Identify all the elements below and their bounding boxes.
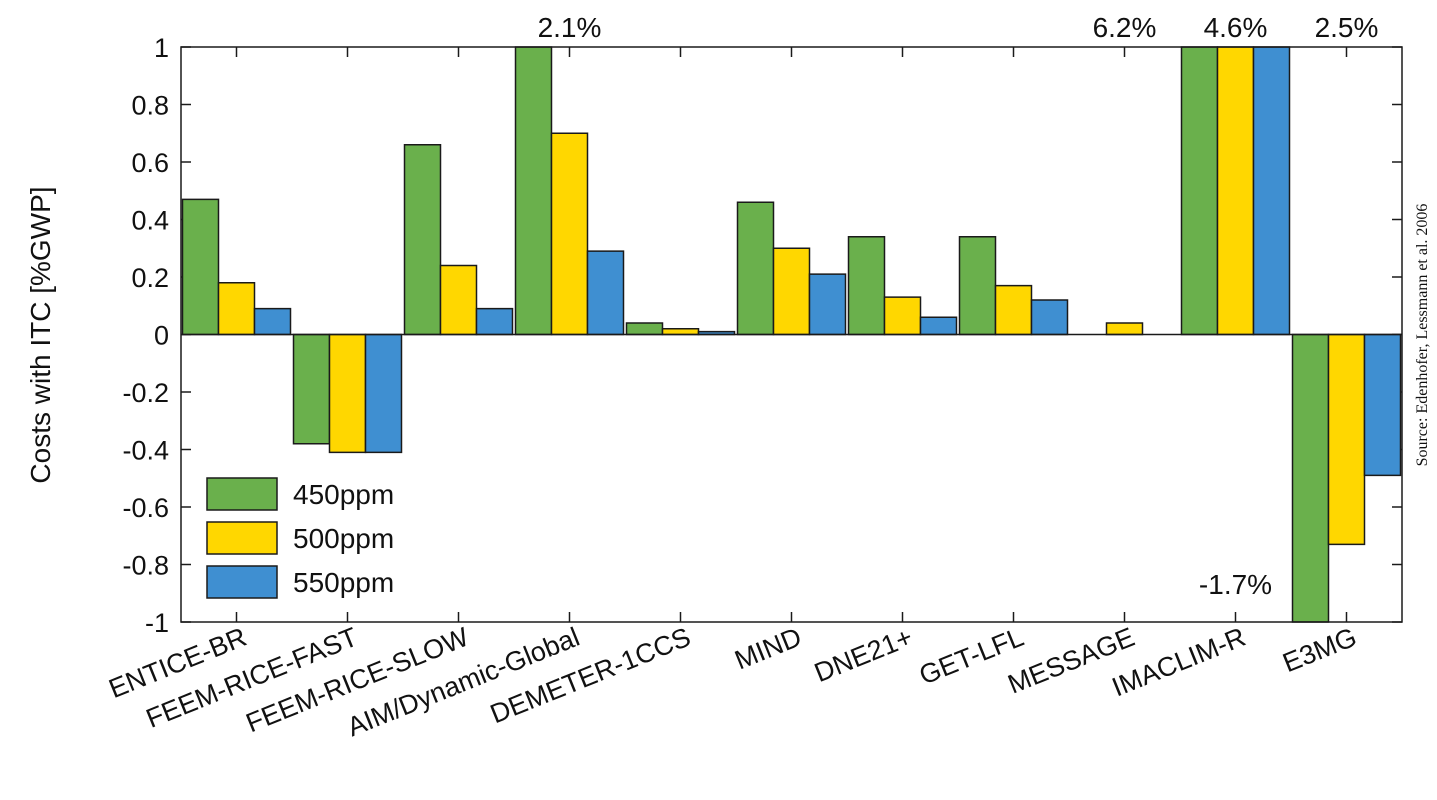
y-tick-label: 0.6 xyxy=(131,148,169,178)
value-annotation: 2.5% xyxy=(1315,12,1379,43)
bar-450ppm xyxy=(847,236,886,336)
value-annotation: 4.6% xyxy=(1204,12,1268,43)
legend-swatch-500ppm xyxy=(206,521,278,555)
category-label: MIND xyxy=(731,622,806,676)
bar-450ppm xyxy=(514,46,553,336)
bar-500ppm xyxy=(328,333,367,454)
legend-label-550ppm: 550ppm xyxy=(293,567,394,598)
bar-450ppm xyxy=(736,201,775,336)
bar-550ppm xyxy=(1030,299,1069,336)
y-tick-label: 0.2 xyxy=(131,263,169,293)
legend-label-500ppm: 500ppm xyxy=(293,523,394,554)
bar-550ppm xyxy=(253,307,292,336)
y-tick-label: -0.8 xyxy=(122,551,169,581)
legend-swatch-450ppm xyxy=(206,477,278,511)
category-label: E3MG xyxy=(1279,622,1361,678)
value-annotation: 6.2% xyxy=(1093,12,1157,43)
bar-450ppm xyxy=(403,144,442,336)
bar-550ppm xyxy=(475,307,514,336)
annotations: 2.1% 6.2% 4.6% 2.5% -1.7% xyxy=(538,12,1379,600)
bar-500ppm xyxy=(661,328,700,336)
category-label: DNE21+ xyxy=(810,622,917,688)
bar-550ppm xyxy=(1363,333,1402,477)
legend-label-450ppm: 450ppm xyxy=(293,479,394,510)
y-tick-label: -0.4 xyxy=(122,436,169,466)
bar-450ppm xyxy=(1291,333,1330,623)
ytick-labels: 1 0.8 0.6 0.4 0.2 0 -0.2 -0.4 -0.6 -0.8 -1 xyxy=(122,33,169,638)
bar-450ppm xyxy=(1180,46,1219,336)
bar-500ppm xyxy=(1216,46,1255,336)
bar-500ppm xyxy=(994,284,1033,336)
bar-450ppm xyxy=(181,198,220,336)
category-labels: ENTICE-BRFEEM-RICE-FASTFEEM-RICE-SLOWAIM… xyxy=(105,622,1361,743)
y-tick-label: -1 xyxy=(145,608,169,638)
bar-550ppm xyxy=(586,250,625,336)
value-annotation: -1.7% xyxy=(1199,569,1272,600)
y-tick-label: 1 xyxy=(154,33,169,63)
y-tick-label: 0.8 xyxy=(131,91,169,121)
bar-500ppm xyxy=(439,264,478,336)
bar-550ppm xyxy=(364,333,403,454)
bar-550ppm xyxy=(919,316,958,336)
bar-550ppm xyxy=(1252,46,1291,336)
bar-500ppm xyxy=(550,132,589,336)
y-tick-label: -0.2 xyxy=(122,378,169,408)
bar-450ppm xyxy=(625,322,664,336)
source-note: Source: Edenhofer, Lessmann et al. 2006 xyxy=(1414,204,1431,467)
bar-500ppm xyxy=(883,296,922,336)
y-axis-label: Costs with ITC [%GWP] xyxy=(25,186,56,483)
legend: 450ppm 500ppm 550ppm xyxy=(206,477,394,599)
y-tick-label: -0.6 xyxy=(122,493,169,523)
bar-450ppm xyxy=(292,333,331,445)
legend-swatch-550ppm xyxy=(206,565,278,599)
bar-450ppm xyxy=(958,236,997,336)
bar-500ppm xyxy=(1105,322,1144,336)
y-tick-label: 0.4 xyxy=(131,206,169,236)
bar-500ppm xyxy=(772,247,811,336)
bar-500ppm xyxy=(1327,333,1366,546)
bar-500ppm xyxy=(217,282,256,336)
value-annotation: 2.1% xyxy=(538,12,602,43)
y-tick-label: 0 xyxy=(154,321,169,351)
bar-550ppm xyxy=(808,273,847,336)
